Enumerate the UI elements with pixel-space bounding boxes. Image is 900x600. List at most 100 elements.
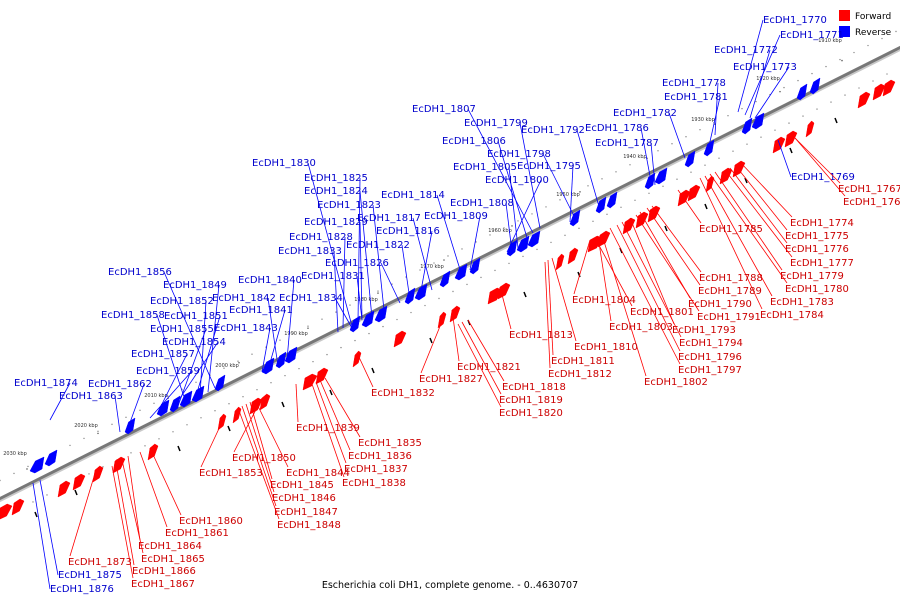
- reverse-gene-label: EcDH1_1792: [521, 125, 585, 136]
- reverse-gene-leader: [49, 382, 71, 421]
- axis-dot: [312, 360, 314, 363]
- reverse-gene-label: EcDH1_1876: [50, 584, 114, 595]
- forward-gene-leader: [357, 354, 374, 388]
- reverse-gene-leader: [640, 127, 651, 177]
- forward-gene-leader: [699, 177, 763, 310]
- forward-gene-leader: [319, 379, 351, 451]
- reverse-gene-leader: [749, 49, 771, 119]
- axis-dot: [816, 108, 818, 110]
- axis-dot: [620, 206, 622, 209]
- kbp-tick-label: 1950 kbp: [556, 192, 580, 198]
- forward-legend-label: Forward: [855, 12, 891, 22]
- axis-dot: [746, 143, 748, 145]
- reverse-gene-leader: [267, 297, 279, 367]
- reverse-gene-leader: [359, 221, 363, 319]
- reverse-gene-label: EcDH1_1843: [214, 323, 278, 334]
- reverse-gene-label: EcDH1_1858: [101, 310, 165, 321]
- forward-gene-leader: [639, 211, 691, 299]
- axis-dot: [158, 438, 160, 440]
- reverse-gene-label: EcDH1_1807: [412, 104, 476, 115]
- intergenic-mark: [177, 445, 181, 452]
- forward-gene-arrow: [259, 393, 271, 411]
- axis-dot: [573, 192, 575, 194]
- axis-dot: [228, 403, 230, 405]
- forward-gene-leader: [324, 377, 361, 438]
- axis-dot: [242, 396, 244, 398]
- forward-gene-leader: [551, 257, 577, 342]
- forward-gene-arrow: [0, 503, 13, 520]
- axis-dot: [760, 136, 762, 138]
- axis-dot: [615, 171, 617, 173]
- reverse-gene-leader: [714, 82, 719, 136]
- axis-dot: [629, 164, 631, 166]
- intergenic-mark: [34, 511, 38, 518]
- reverse-gene-arrow: [606, 191, 618, 209]
- axis-dot: [167, 395, 169, 398]
- forward-gene-leader: [499, 286, 512, 330]
- axis-dot: [550, 241, 552, 244]
- axis-dot: [125, 416, 127, 419]
- axis-dot: [200, 417, 202, 419]
- reverse-gene-leader: [469, 215, 481, 271]
- axis-dot: [307, 325, 309, 327]
- forward-gene-leader: [200, 419, 224, 468]
- forward-gene-label: EcDH1_1811: [551, 356, 615, 367]
- axis-dot: [867, 44, 869, 47]
- forward-gene-arrow: [249, 397, 263, 415]
- forward-gene-arrow: [72, 473, 86, 491]
- reverse-gene-label: EcDH1_1822: [346, 240, 410, 251]
- forward-gene-label: EcDH1_1790: [688, 299, 752, 310]
- forward-gene-label: EcDH1_1861: [165, 528, 229, 539]
- reverse-gene-leader: [412, 217, 433, 291]
- forward-gene-arrow: [857, 91, 871, 109]
- axis-dot: [811, 72, 813, 75]
- reverse-gene-label: EcDH1_1814: [381, 190, 445, 201]
- forward-gene-leader: [597, 235, 612, 322]
- reverse-gene-label: EcDH1_1841: [229, 305, 293, 316]
- reverse-gene-leader: [286, 279, 295, 361]
- forward-gene-label: EcDH1_1820: [499, 408, 563, 419]
- reverse-gene-label: EcDH1_1771: [780, 30, 844, 41]
- forward-gene-leader: [629, 217, 675, 325]
- forward-gene-label: EcDH1_1796: [678, 352, 742, 363]
- reverse-gene-leader: [754, 66, 790, 119]
- forward-gene-label: EcDH1_1767: [838, 184, 900, 195]
- reverse-gene-leader: [157, 353, 188, 413]
- forward-gene-leader: [237, 407, 280, 520]
- reverse-gene-leader: [163, 271, 216, 389]
- forward-gene-leader: [254, 399, 289, 468]
- forward-gene-label: EcDH1_1835: [358, 438, 422, 449]
- kbp-tick-label: 1910 kbp: [818, 38, 842, 44]
- axis-dot: [293, 332, 295, 334]
- forward-gene-leader: [714, 171, 783, 271]
- axis-dot: [886, 73, 888, 75]
- axis-dot: [587, 185, 589, 187]
- forward-gene-label: EcDH1_1845: [270, 480, 334, 491]
- reverse-gene-arrow: [124, 417, 136, 435]
- kbp-tick-label: 1960 kbp: [488, 228, 512, 234]
- axis-dot: [727, 114, 729, 117]
- reverse-gene-label: EcDH1_1855: [150, 324, 214, 335]
- reverse-gene-label: EcDH1_1800: [485, 175, 549, 186]
- axis-dot: [699, 129, 701, 131]
- reverse-gene-label: EcDH1_1833: [278, 246, 342, 257]
- axis-dot: [783, 86, 785, 89]
- reverse-gene-arrow: [796, 83, 808, 101]
- reverse-gene-label: EcDH1_1834: [279, 293, 343, 304]
- reverse-gene-label: EcDH1_1778: [662, 78, 726, 89]
- reverse-gene-label: EcDH1_1828: [289, 232, 353, 243]
- forward-gene-leader: [111, 465, 134, 579]
- forward-gene-label: EcDH1_1801: [630, 307, 694, 318]
- reverse-gene-leader: [436, 194, 463, 277]
- forward-gene-leader: [794, 137, 841, 184]
- axis-dot: [531, 213, 533, 215]
- reverse-gene-leader: [171, 341, 219, 411]
- reverse-gene-label: EcDH1_1852: [150, 296, 214, 307]
- forward-gene-arrow: [567, 247, 579, 265]
- forward-gene-label: EcDH1_1785: [699, 224, 763, 235]
- intergenic-mark: [227, 425, 231, 432]
- forward-gene-leader: [601, 234, 647, 377]
- intergenic-mark: [834, 117, 838, 124]
- reverse-gene-label: EcDH1_1769: [791, 172, 855, 183]
